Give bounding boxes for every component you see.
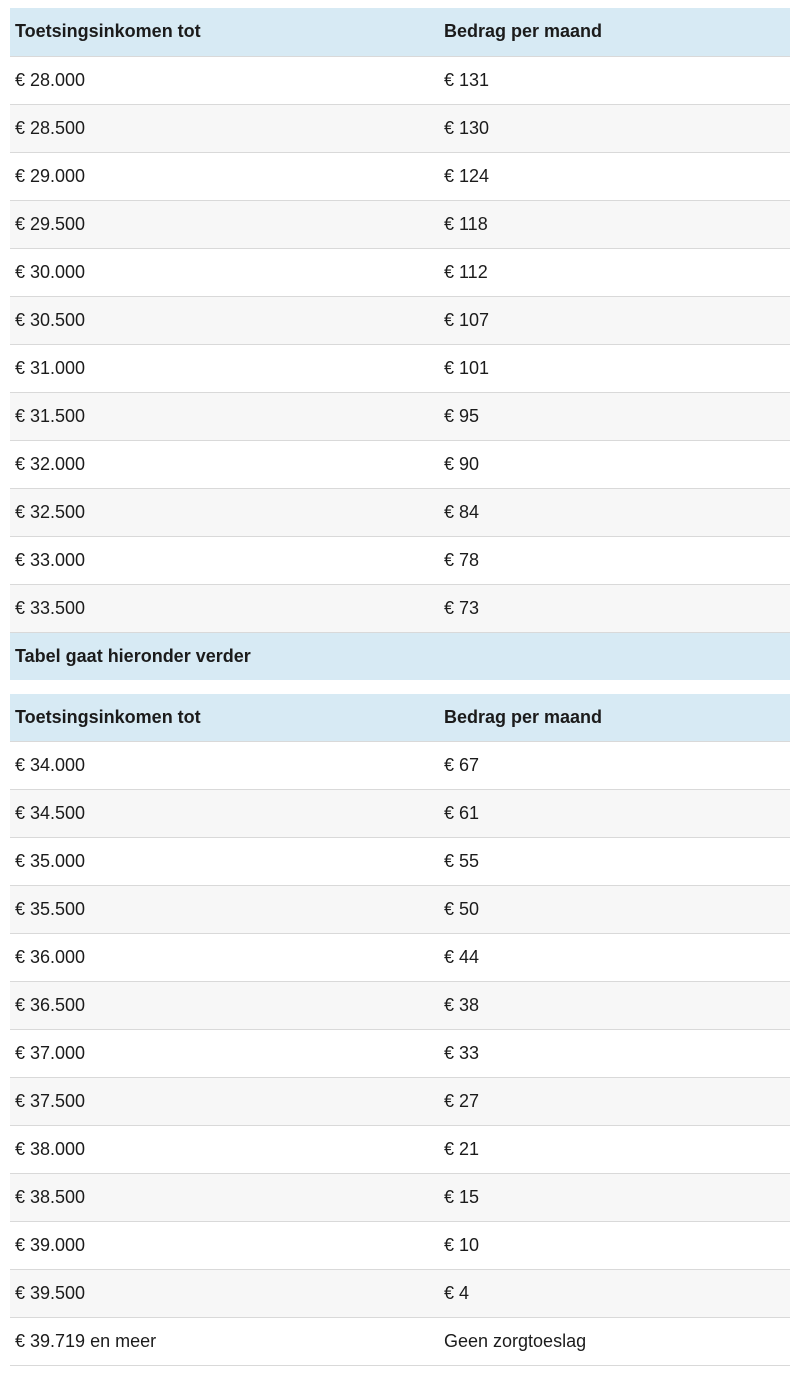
amount-cell: € 15 <box>439 1173 790 1222</box>
amount-cell: € 44 <box>439 933 790 982</box>
table-row: € 32.500 € 84 <box>10 487 790 536</box>
amount-cell: € 131 <box>439 55 790 104</box>
table-row: € 37.000 € 33 <box>10 1029 790 1078</box>
table-row: € 33.000 € 78 <box>10 535 790 584</box>
amount-cell: € 101 <box>439 343 790 392</box>
income-cell: € 30.500 <box>10 295 439 344</box>
amount-cell: € 55 <box>439 837 790 886</box>
income-cell: € 37.000 <box>10 1029 439 1078</box>
table-row: € 37.500 € 27 <box>10 1077 790 1126</box>
income-cell: € 39.719 en meer <box>10 1317 439 1366</box>
income-cell: € 39.500 <box>10 1269 439 1318</box>
income-cell: € 39.000 <box>10 1221 439 1270</box>
amount-cell: € 78 <box>439 535 790 584</box>
amount-cell: € 33 <box>439 1029 790 1078</box>
amount-cell: € 4 <box>439 1269 790 1318</box>
table-header-row: Toetsingsinkomen tot Bedrag per maand <box>10 8 790 56</box>
table-row: € 35.000 € 55 <box>10 837 790 886</box>
amount-cell: € 90 <box>439 439 790 488</box>
income-cell: € 31.500 <box>10 391 439 440</box>
table-continues-banner: Tabel gaat hieronder verder <box>10 632 790 680</box>
amount-cell: € 50 <box>439 885 790 934</box>
income-cell: € 35.000 <box>10 837 439 886</box>
income-cell: € 32.500 <box>10 487 439 536</box>
income-cell: € 29.000 <box>10 151 439 200</box>
table-row: € 34.000 € 67 <box>10 741 790 790</box>
amount-cell: € 27 <box>439 1077 790 1126</box>
amount-column-header: Bedrag per maand <box>439 8 790 56</box>
table-row: € 28.500 € 130 <box>10 103 790 152</box>
amount-cell: € 118 <box>439 199 790 248</box>
amount-cell: € 67 <box>439 741 790 790</box>
table-row: € 36.500 € 38 <box>10 981 790 1030</box>
amount-cell: € 38 <box>439 981 790 1030</box>
table-row: € 28.000 € 131 <box>10 55 790 104</box>
income-table-1: Toetsingsinkomen tot Bedrag per maand € … <box>10 8 790 633</box>
table-row: € 38.500 € 15 <box>10 1173 790 1222</box>
income-cell: € 32.000 <box>10 439 439 488</box>
amount-cell: € 84 <box>439 487 790 536</box>
table-row: € 34.500 € 61 <box>10 789 790 838</box>
income-cell: € 33.000 <box>10 535 439 584</box>
income-table-2: Toetsingsinkomen tot Bedrag per maand € … <box>10 693 790 1366</box>
income-cell: € 36.000 <box>10 933 439 982</box>
income-column-header: Toetsingsinkomen tot <box>10 8 439 56</box>
table-row: € 39.500 € 4 <box>10 1269 790 1318</box>
income-cell: € 36.500 <box>10 981 439 1030</box>
income-cell: € 30.000 <box>10 247 439 296</box>
amount-cell: € 95 <box>439 391 790 440</box>
income-cell: € 35.500 <box>10 885 439 934</box>
table-row: € 33.500 € 73 <box>10 583 790 632</box>
table-row: € 36.000 € 44 <box>10 933 790 982</box>
table-row: € 39.719 en meer Geen zorgtoeslag <box>10 1317 790 1366</box>
income-cell: € 28.000 <box>10 55 439 104</box>
table-row: € 31.000 € 101 <box>10 343 790 392</box>
table-row: € 30.500 € 107 <box>10 295 790 344</box>
income-cell: € 34.000 <box>10 741 439 790</box>
table-row: € 31.500 € 95 <box>10 391 790 440</box>
amount-cell: Geen zorgtoeslag <box>439 1317 790 1366</box>
amount-column-header: Bedrag per maand <box>439 693 790 742</box>
amount-cell: € 130 <box>439 103 790 152</box>
income-cell: € 29.500 <box>10 199 439 248</box>
amount-cell: € 10 <box>439 1221 790 1270</box>
income-cell: € 31.000 <box>10 343 439 392</box>
amount-cell: € 112 <box>439 247 790 296</box>
income-cell: € 38.500 <box>10 1173 439 1222</box>
income-column-header: Toetsingsinkomen tot <box>10 693 439 742</box>
amount-cell: € 73 <box>439 583 790 632</box>
income-cell: € 34.500 <box>10 789 439 838</box>
amount-cell: € 21 <box>439 1125 790 1174</box>
income-cell: € 38.000 <box>10 1125 439 1174</box>
table-row: € 29.500 € 118 <box>10 199 790 248</box>
amount-cell: € 107 <box>439 295 790 344</box>
table-header-row: Toetsingsinkomen tot Bedrag per maand <box>10 693 790 742</box>
table-row: € 38.000 € 21 <box>10 1125 790 1174</box>
table-row: € 39.000 € 10 <box>10 1221 790 1270</box>
income-cell: € 37.500 <box>10 1077 439 1126</box>
table-row: € 29.000 € 124 <box>10 151 790 200</box>
table-row: € 35.500 € 50 <box>10 885 790 934</box>
amount-cell: € 124 <box>439 151 790 200</box>
income-cell: € 33.500 <box>10 583 439 632</box>
table-row: € 30.000 € 112 <box>10 247 790 296</box>
income-cell: € 28.500 <box>10 103 439 152</box>
amount-cell: € 61 <box>439 789 790 838</box>
table-row: € 32.000 € 90 <box>10 439 790 488</box>
